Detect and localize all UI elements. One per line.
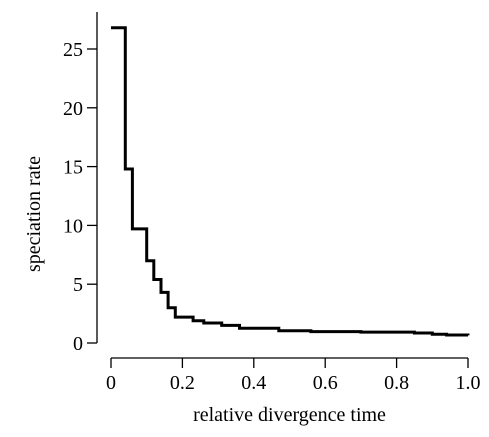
series-line bbox=[111, 26, 470, 337]
y-axis: 0 5 10 15 20 25 bbox=[63, 12, 98, 355]
x-axis-title: relative divergence time bbox=[193, 404, 386, 426]
x-tick-label: 1.0 bbox=[456, 372, 481, 394]
x-tick-label: 0.8 bbox=[384, 372, 409, 394]
y-tick-label: 20 bbox=[63, 98, 83, 120]
y-tick-label: 25 bbox=[63, 39, 83, 61]
x-tick-label: 0.6 bbox=[313, 372, 338, 394]
plot-area bbox=[111, 26, 470, 337]
x-tick-label: 0.4 bbox=[241, 372, 266, 394]
x-tick-label: 0 bbox=[106, 372, 116, 394]
y-tick-label: 10 bbox=[63, 215, 83, 237]
x-tick-label: 0.2 bbox=[170, 372, 195, 394]
y-axis-title: speciation rate bbox=[23, 156, 45, 272]
y-tick-label: 5 bbox=[73, 274, 83, 296]
x-axis: 0 0.2 0.4 0.6 0.8 1.0 bbox=[106, 357, 481, 394]
y-tick-label: 0 bbox=[73, 333, 83, 355]
y-tick-label: 15 bbox=[63, 157, 83, 179]
